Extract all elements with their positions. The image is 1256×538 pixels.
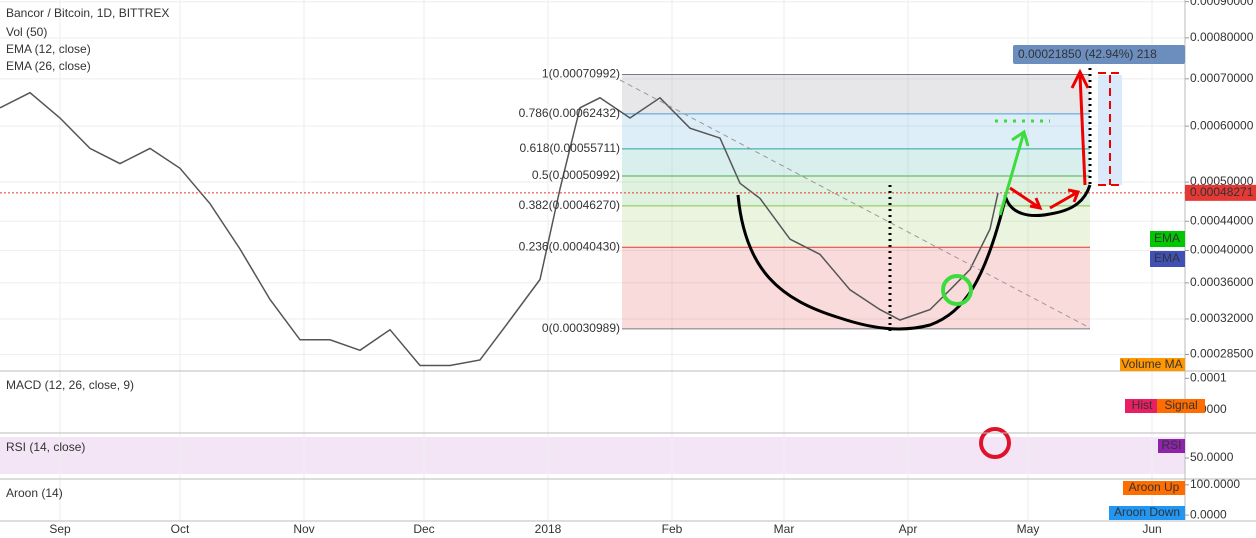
y-tick-label: 0.00032000 <box>1190 311 1254 325</box>
y-tick-label: 0.00040000 <box>1190 243 1254 257</box>
x-tick-label: Apr <box>899 522 918 536</box>
pane-title: Aroon (14) <box>6 486 63 500</box>
volume-ma-label: Volume MA <box>1121 357 1182 371</box>
fib-label: 0.618(0.00055711) <box>519 141 620 155</box>
y-tick-label: 0.0000 <box>1190 507 1227 521</box>
last-price-tag <box>1185 184 1256 201</box>
red-circle <box>979 427 1011 459</box>
y-tick-label: 0.00050000 <box>1190 174 1254 188</box>
handle-drawing <box>1003 184 1092 218</box>
y-tick-label: 0.00090000 <box>1190 0 1254 8</box>
x-tick-label: Dec <box>413 522 434 536</box>
y-tick-label: 0.00036000 <box>1190 275 1254 289</box>
ema-tag <box>1150 251 1185 267</box>
y-tick-label: 0.00044000 <box>1190 213 1254 227</box>
series-tag <box>1109 506 1185 520</box>
series-tag <box>1125 399 1159 413</box>
last-price-label: 0.00048271 <box>1190 185 1254 199</box>
x-tick-label: Jun <box>1142 522 1161 536</box>
ema-tag-label: EMA <box>1154 231 1180 245</box>
fib-band <box>622 205 1090 248</box>
fib-band <box>622 74 1090 114</box>
chart-title: Bancor / Bitcoin, 1D, BITTREX <box>6 6 169 20</box>
trend-line <box>619 79 1091 329</box>
fib-band <box>622 247 1090 329</box>
y-tick-label: 50.0000 <box>1190 450 1234 464</box>
y-tick-label: 0.00070000 <box>1190 71 1254 85</box>
pane-title: RSI (14, close) <box>6 440 85 454</box>
x-tick-label: Nov <box>293 522 314 536</box>
legend-entry: EMA (12, close) <box>6 42 91 56</box>
x-tick-label: May <box>1017 522 1040 536</box>
drawings <box>619 62 1122 459</box>
x-tick-label: Mar <box>774 522 795 536</box>
x-tick-label: Feb <box>662 522 683 536</box>
x-tick-label: Oct <box>171 522 190 536</box>
fib-label: 1(0.00070992) <box>542 67 620 81</box>
fib-band <box>622 176 1090 206</box>
fib-label: 0.382(0.00046270) <box>519 198 620 212</box>
pane-title: MACD (12, 26, close, 9) <box>6 378 134 392</box>
fib-label: 0.5(0.00050992) <box>532 168 620 182</box>
series-tag-label: Aroon Up <box>1129 480 1180 494</box>
y-tick-label: 0.00080000 <box>1190 30 1254 44</box>
volume-ma-tag <box>1120 358 1185 371</box>
measure-tag <box>1013 45 1185 64</box>
ema-tag-label: EMA <box>1154 251 1180 265</box>
y-tick-label: 0.00028500 <box>1190 347 1254 361</box>
fib-band <box>622 148 1090 177</box>
fib-label: 0.786(0.00062432) <box>519 106 620 120</box>
ema-tag <box>1150 231 1185 247</box>
red-arrows <box>1009 186 1081 211</box>
price-line <box>0 91 999 367</box>
green-arrow <box>998 129 1030 216</box>
series-tag-label: RSI <box>1161 438 1181 452</box>
y-tick-label: 0.0001 <box>1190 370 1227 384</box>
cup-drawing <box>736 194 1007 331</box>
y-tick-label: 0.00060000 <box>1190 118 1254 132</box>
x-tick-label: 2018 <box>535 522 562 536</box>
green-circle <box>941 274 973 306</box>
series-tag <box>1158 439 1185 453</box>
series-tag-label: Signal <box>1164 398 1197 412</box>
measure-label: 0.00021850 (42.94%) 218 <box>1018 47 1157 61</box>
measure-line <box>1098 72 1122 186</box>
series-tag <box>1157 399 1205 413</box>
legend-entry: Vol (50) <box>6 25 47 39</box>
y-tick-label: 100.0000 <box>1190 477 1240 491</box>
series-tag <box>1123 481 1185 495</box>
series-tag-label: Hist <box>1132 398 1153 412</box>
x-tick-label: Sep <box>49 522 71 536</box>
red-arrow <box>1070 68 1090 186</box>
fib-label: 0(0.00030989) <box>542 321 620 335</box>
fib-label: 0.236(0.00040430) <box>519 239 620 253</box>
series-tag-label: Aroon Down <box>1114 505 1180 519</box>
legend-entry: EMA (26, close) <box>6 59 91 73</box>
